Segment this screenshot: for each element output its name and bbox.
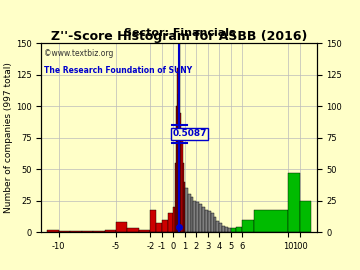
Bar (205, 210, 208, 232)
Bar (242, 220, 254, 232)
Bar (183, 163, 184, 232)
Bar (93, 231, 104, 232)
Text: 0.5087: 0.5087 (172, 129, 207, 139)
Bar (176, 106, 177, 232)
Bar (211, 213, 213, 232)
Bar (162, 220, 168, 232)
Bar (300, 201, 311, 232)
Bar (213, 217, 216, 232)
Bar (177, 68, 178, 232)
Bar (59, 231, 70, 232)
Bar (208, 211, 211, 232)
Bar (174, 207, 175, 232)
Bar (185, 188, 188, 232)
Bar (228, 228, 231, 232)
Bar (139, 230, 150, 232)
Bar (219, 223, 222, 232)
Bar (222, 226, 225, 232)
Bar (190, 197, 193, 232)
Text: The Research Foundation of SUNY: The Research Foundation of SUNY (44, 66, 192, 75)
Bar (150, 210, 156, 232)
Bar (288, 173, 300, 232)
Bar (216, 221, 219, 232)
Bar (184, 182, 185, 232)
Bar (237, 227, 242, 232)
Bar (199, 204, 202, 232)
Bar (181, 138, 183, 232)
Bar (178, 94, 179, 232)
Bar (82, 231, 93, 232)
Bar (188, 194, 190, 232)
Bar (116, 222, 127, 232)
Bar (70, 231, 82, 232)
Bar (231, 228, 237, 232)
Bar (175, 163, 176, 232)
Bar (168, 213, 174, 232)
Y-axis label: Number of companies (997 total): Number of companies (997 total) (4, 62, 13, 213)
Bar (179, 43, 180, 232)
Text: ©www.textbiz.org: ©www.textbiz.org (44, 49, 113, 58)
Title: Z''-Score Histogram for ASBB (2016): Z''-Score Histogram for ASBB (2016) (51, 30, 307, 43)
Bar (180, 113, 181, 232)
Bar (254, 210, 288, 232)
Bar (127, 228, 139, 232)
Bar (47, 230, 59, 232)
Bar (193, 201, 196, 232)
Bar (196, 202, 199, 232)
Bar (225, 227, 228, 232)
Bar (202, 207, 205, 232)
Bar (104, 230, 116, 232)
Bar (156, 223, 162, 232)
Text: Sector: Financials: Sector: Financials (124, 28, 236, 38)
